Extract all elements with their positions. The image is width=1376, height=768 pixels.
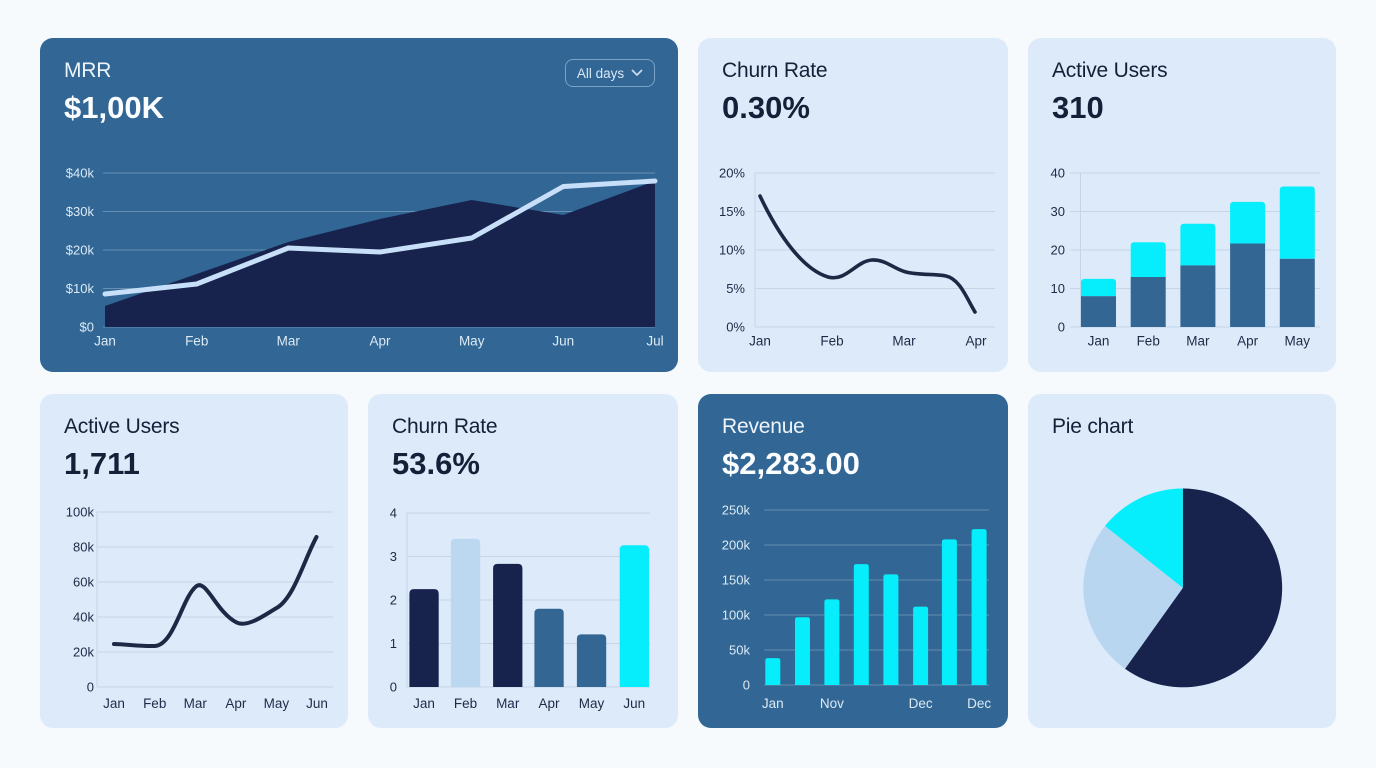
svg-text:30: 30 [1051,204,1065,219]
svg-text:50k: 50k [729,643,750,658]
svg-text:80k: 80k [73,540,94,555]
svg-text:Mar: Mar [1186,334,1210,349]
svg-text:Dec: Dec [909,696,933,711]
svg-text:Jul: Jul [646,334,663,349]
svg-text:1: 1 [390,636,397,651]
svg-text:20: 20 [1051,243,1065,258]
svg-text:0: 0 [390,680,397,695]
svg-text:Apr: Apr [1237,334,1259,349]
svg-text:100k: 100k [66,505,95,520]
svg-text:2: 2 [390,593,397,608]
svg-text:Feb: Feb [820,334,843,349]
svg-text:10%: 10% [719,243,745,258]
svg-text:20k: 20k [73,645,94,660]
svg-text:Jan: Jan [749,334,771,349]
svg-text:250k: 250k [722,503,751,518]
svg-text:Feb: Feb [143,696,166,711]
svg-text:15%: 15% [719,204,745,219]
svg-text:Jun: Jun [306,696,328,711]
svg-text:Jan: Jan [1088,334,1110,349]
svg-text:Apr: Apr [965,334,987,349]
svg-text:0: 0 [743,678,750,693]
svg-text:May: May [264,696,290,711]
svg-text:Mar: Mar [184,696,208,711]
svg-text:5%: 5% [726,281,745,296]
svg-text:Apr: Apr [369,334,391,349]
svg-text:Nov: Nov [820,696,844,711]
svg-text:May: May [459,334,485,349]
svg-text:Jan: Jan [762,696,784,711]
svg-text:$0: $0 [80,320,94,335]
svg-text:May: May [579,696,605,711]
svg-text:0: 0 [87,680,94,695]
svg-text:0: 0 [1058,320,1065,335]
svg-text:200k: 200k [722,538,751,553]
svg-text:20%: 20% [719,166,745,181]
svg-text:150k: 150k [722,573,751,588]
svg-text:Apr: Apr [538,696,560,711]
svg-text:$40k: $40k [66,166,95,181]
svg-text:Jan: Jan [94,334,116,349]
svg-text:Mar: Mar [277,334,301,349]
svg-text:10: 10 [1051,281,1065,296]
svg-text:Apr: Apr [225,696,247,711]
svg-text:Jan: Jan [413,696,435,711]
svg-text:$20k: $20k [66,243,95,258]
svg-text:$10k: $10k [66,281,95,296]
svg-text:40: 40 [1051,166,1065,181]
svg-text:Feb: Feb [185,334,208,349]
svg-text:0%: 0% [726,320,745,335]
svg-text:100k: 100k [722,608,751,623]
svg-text:Feb: Feb [454,696,477,711]
svg-text:3: 3 [390,549,397,564]
svg-text:Jan: Jan [103,696,125,711]
svg-text:$30k: $30k [66,204,95,219]
svg-text:May: May [1285,334,1311,349]
svg-text:60k: 60k [73,575,94,590]
svg-text:Mar: Mar [892,334,916,349]
svg-text:Mar: Mar [496,696,520,711]
svg-text:40k: 40k [73,610,94,625]
svg-text:Jun: Jun [623,696,645,711]
svg-text:Jun: Jun [552,334,574,349]
svg-text:4: 4 [390,506,397,521]
svg-text:Dec: Dec [967,696,991,711]
svg-text:Feb: Feb [1137,334,1160,349]
